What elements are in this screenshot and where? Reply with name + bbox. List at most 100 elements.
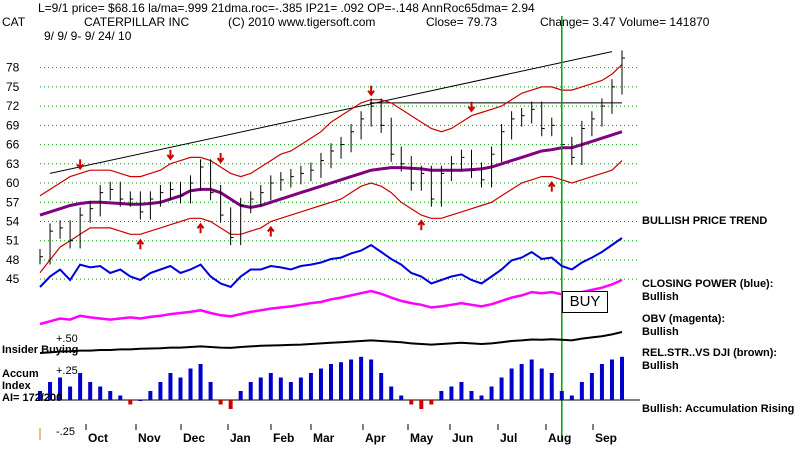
accum-bar [579,382,584,400]
accum-bar [509,368,514,400]
accum-bar [218,400,223,405]
accum-bar [359,356,364,400]
month-label: Dec [183,431,205,445]
accum-bar [188,368,193,400]
sell-arrow [166,149,175,161]
accum-bar [339,362,344,400]
obv-line [39,278,623,326]
accum-bar [248,382,253,400]
relative-strength-line [39,331,623,354]
accum-bar [238,391,243,400]
accum-bar [158,382,163,400]
month-label: Sep [595,431,617,445]
insider-buying-label: Insider Buying [2,344,79,356]
upper-trendline [49,51,613,174]
accum-bar [58,377,63,400]
month-label: Nov [138,431,161,445]
accum-bar [609,359,614,400]
accum-bar [178,377,183,400]
accum-bar [208,382,213,400]
y-tick-label: 72 [6,99,20,113]
accum-bar [98,386,103,400]
accum-bar [138,400,143,401]
accum-bar [329,364,333,400]
buy-signal-box: BUY [562,291,608,313]
lower-band [39,160,623,274]
y-tick-label: 51 [6,234,20,248]
accum-bar [519,364,524,400]
month-label: May [410,431,434,445]
sell-arrow [367,85,375,97]
accum-bar [88,382,93,400]
y-tick-label: 75 [6,80,20,94]
accum-label: Accum [2,368,39,380]
accum-bar [128,400,133,405]
accum-bar [148,391,153,400]
accum-bar [429,400,434,405]
month-label: Oct [88,431,108,445]
accum-bar [198,364,203,400]
accum-bar [308,373,313,400]
month-label: Jul [500,431,517,445]
buy-arrow [417,219,426,231]
index-label: Index [2,380,31,392]
relstr-title: REL.STR..VS DJI (brown): [642,347,778,359]
y-tick-label: 66 [6,138,20,152]
month-label: Jan [230,431,251,445]
accum-bar [599,364,604,400]
accum-bar [389,386,394,400]
y-tick-label: 54 [6,214,20,228]
y-tick-label: 57 [6,195,20,209]
ai-label: AI= 172/200 [2,392,63,404]
company-name: CATERPILLAR INC [84,15,190,29]
accum-bar [258,377,263,400]
minus25-label: -.25 [56,426,75,438]
sell-arrow [216,153,225,164]
month-label: Mar [313,431,335,445]
closing-power-line [39,237,623,289]
accum-bar [48,382,53,400]
accum-bar [459,382,464,400]
sell-arrow [467,101,476,113]
accum-bar [168,373,173,400]
accum-bar [589,373,594,400]
accumulation-note: Bullish: Accumulation Rising [642,403,795,415]
accum-bar [228,400,233,409]
accum-bar [569,395,574,400]
ticker-symbol: CAT [2,15,26,29]
date-range: 9/ 9/ 9- 9/ 24/ 10 [44,29,132,43]
accum-bar [78,373,83,400]
accum-bar [349,359,354,400]
change-volume: Change= 3.47 Volume= 141870 [540,15,710,29]
accum-bar [318,368,323,400]
accum-bar [68,386,73,400]
y-tick-label: 69 [6,118,20,132]
accum-bar [38,391,42,400]
plus50-label: +.50 [56,333,78,345]
moving-average [39,130,623,217]
accum-bar [449,386,454,400]
y-tick-label: 78 [6,61,20,75]
accum-bar [439,391,444,400]
plus25-label: +.25 [56,365,78,377]
obv-value: Bullish [642,326,679,338]
accum-bar [559,391,564,400]
y-tick-label: 60 [6,176,20,190]
upper-band [39,63,623,197]
buy-arrow [136,238,145,250]
accum-bar [108,391,113,400]
closing-power-title: CLOSING POWER (blue): [642,278,774,290]
y-tick-label: 45 [6,272,20,286]
accum-bar [479,395,484,400]
trend-label: BULLISH PRICE TREND [642,215,768,227]
accum-bar [278,377,283,400]
accum-bar [419,400,424,409]
month-label: Feb [273,431,294,445]
y-tick-label: 48 [6,253,20,267]
accum-bar [489,386,494,400]
accum-bar [539,368,544,400]
month-label: Apr [365,431,386,445]
closing-power-value: Bullish [642,291,679,303]
accum-bar [529,359,534,400]
